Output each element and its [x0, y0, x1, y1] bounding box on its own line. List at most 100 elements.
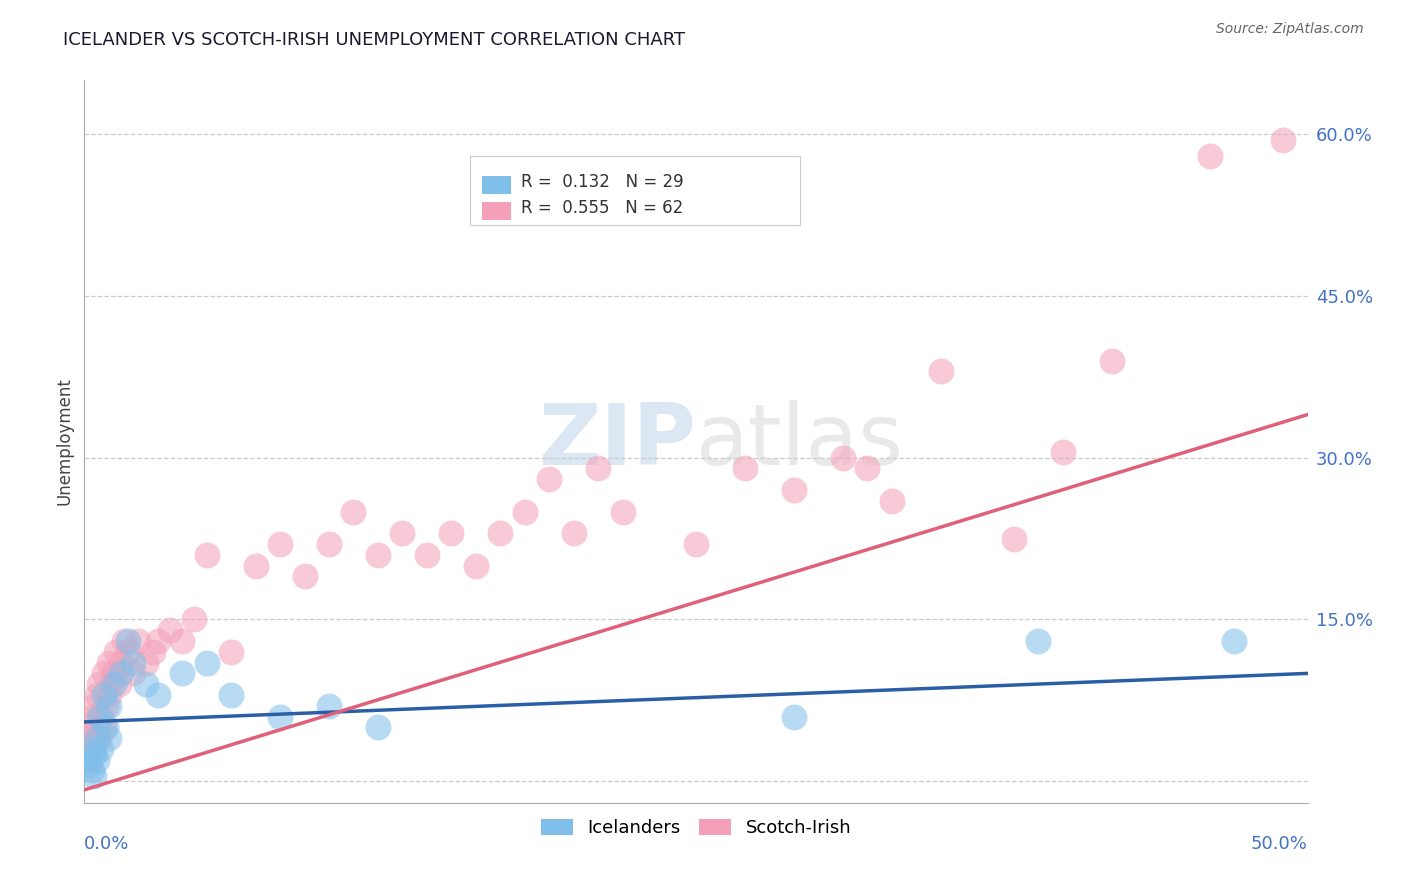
Point — [245, 558, 267, 573]
Point — [142, 645, 165, 659]
Point — [105, 645, 128, 659]
Point — [342, 505, 364, 519]
Point — [219, 688, 242, 702]
Point — [103, 666, 125, 681]
Point — [76, 742, 98, 756]
Point — [880, 493, 903, 508]
Point — [269, 537, 291, 551]
Point — [97, 731, 120, 745]
Point — [367, 720, 389, 734]
Y-axis label: Unemployment: Unemployment — [55, 377, 73, 506]
Point — [831, 450, 853, 465]
Point — [416, 548, 439, 562]
Point — [80, 742, 103, 756]
Point — [97, 688, 120, 702]
Point — [146, 688, 169, 702]
Legend: Icelanders, Scotch-Irish: Icelanders, Scotch-Irish — [533, 812, 859, 845]
Point — [93, 688, 115, 702]
Point — [612, 505, 634, 519]
Point — [86, 720, 108, 734]
Point — [87, 709, 110, 723]
Point — [1198, 149, 1220, 163]
Point — [122, 656, 145, 670]
Point — [93, 720, 115, 734]
Point — [734, 461, 756, 475]
Bar — [482, 202, 512, 219]
Point — [96, 698, 118, 713]
Point — [107, 677, 129, 691]
Point — [172, 634, 194, 648]
Point — [685, 537, 707, 551]
Point — [440, 526, 463, 541]
Point — [83, 698, 105, 713]
Point — [489, 526, 512, 541]
Bar — [470, 156, 800, 225]
Point — [127, 634, 149, 648]
Point — [77, 758, 100, 772]
Point — [90, 742, 112, 756]
Point — [1002, 532, 1025, 546]
Point — [77, 720, 100, 734]
Point — [391, 526, 413, 541]
Point — [318, 698, 340, 713]
Point — [80, 709, 103, 723]
Text: R =  0.132   N = 29: R = 0.132 N = 29 — [522, 173, 683, 191]
Point — [195, 656, 218, 670]
Text: 50.0%: 50.0% — [1251, 835, 1308, 854]
Point — [96, 720, 118, 734]
Point — [77, 753, 100, 767]
Point — [86, 688, 108, 702]
Point — [159, 624, 181, 638]
Point — [135, 656, 157, 670]
Point — [87, 677, 110, 691]
Text: ZIP: ZIP — [538, 400, 696, 483]
Point — [783, 483, 806, 497]
Text: atlas: atlas — [696, 400, 904, 483]
Point — [183, 612, 205, 626]
Text: 0.0%: 0.0% — [84, 835, 129, 854]
Point — [97, 698, 120, 713]
Point — [318, 537, 340, 551]
Point — [367, 548, 389, 562]
Point — [1052, 445, 1074, 459]
Point — [83, 747, 105, 762]
Point — [783, 709, 806, 723]
Bar — [482, 177, 512, 194]
Point — [929, 364, 952, 378]
Point — [93, 666, 115, 681]
Point — [146, 634, 169, 648]
Point — [86, 753, 108, 767]
Point — [1101, 353, 1123, 368]
Point — [562, 526, 585, 541]
Point — [122, 666, 145, 681]
Point — [856, 461, 879, 475]
Point — [97, 656, 120, 670]
Point — [83, 742, 105, 756]
Point — [1028, 634, 1050, 648]
Text: ICELANDER VS SCOTCH-IRISH UNEMPLOYMENT CORRELATION CHART: ICELANDER VS SCOTCH-IRISH UNEMPLOYMENT C… — [63, 31, 685, 49]
Point — [86, 731, 108, 745]
Text: Source: ZipAtlas.com: Source: ZipAtlas.com — [1216, 22, 1364, 37]
Point — [80, 731, 103, 745]
Point — [513, 505, 536, 519]
Point — [195, 548, 218, 562]
Point — [1272, 132, 1295, 146]
Point — [117, 634, 139, 648]
Point — [586, 461, 609, 475]
Point — [80, 764, 103, 778]
Point — [117, 645, 139, 659]
Point — [1223, 634, 1246, 648]
Point — [294, 569, 316, 583]
Point — [172, 666, 194, 681]
Point — [464, 558, 486, 573]
Point — [112, 634, 135, 648]
Point — [110, 656, 132, 670]
Point — [76, 753, 98, 767]
Point — [110, 666, 132, 681]
Point — [538, 472, 561, 486]
Point — [219, 645, 242, 659]
Point — [103, 677, 125, 691]
Point — [135, 677, 157, 691]
Text: R =  0.555   N = 62: R = 0.555 N = 62 — [522, 199, 683, 218]
Point — [100, 677, 122, 691]
